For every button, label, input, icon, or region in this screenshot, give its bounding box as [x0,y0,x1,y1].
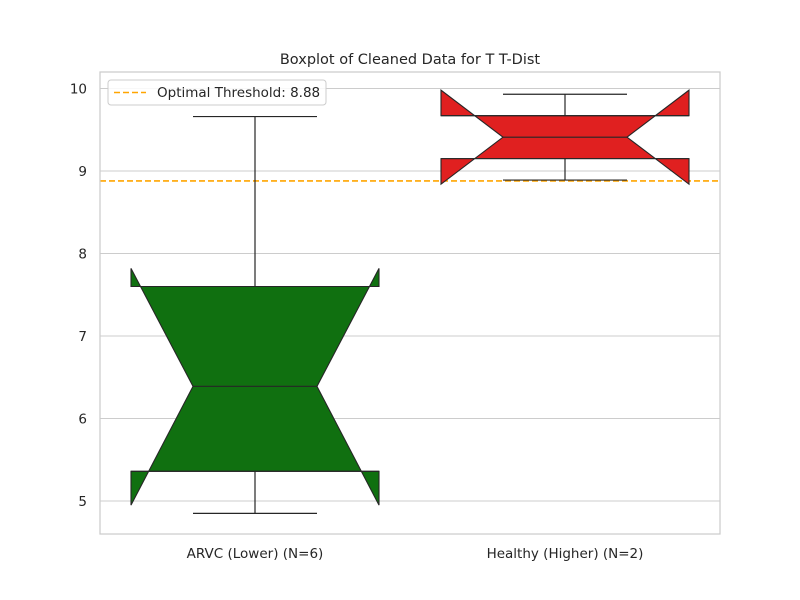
x-tick-labels: ARVC (Lower) (N=6) Healthy (Higher) (N=2) [187,546,644,562]
y-tick-label: 7 [78,329,87,345]
y-tick-label: 6 [78,412,87,428]
plot-frame [99,71,721,535]
y-tick-label: 8 [78,247,87,263]
box-0 [130,115,380,514]
x-tick-label: ARVC (Lower) (N=6) [187,546,324,562]
y-tick-label: 10 [70,82,87,98]
box-1 [440,89,690,186]
boxes [130,89,690,514]
legend-label: Optimal Threshold: 8.88 [157,85,320,101]
x-tick-label: Healthy (Higher) (N=2) [487,546,644,562]
y-tick-label: 5 [78,494,87,510]
y-tick-labels: 5 6 7 8 9 10 [70,82,87,511]
legend-frame [107,79,327,106]
chart-title: Boxplot of Cleaned Data for T T-Dist [280,52,541,68]
y-tick-label: 9 [78,164,87,180]
legend: Optimal Threshold: 8.88 [107,79,327,106]
